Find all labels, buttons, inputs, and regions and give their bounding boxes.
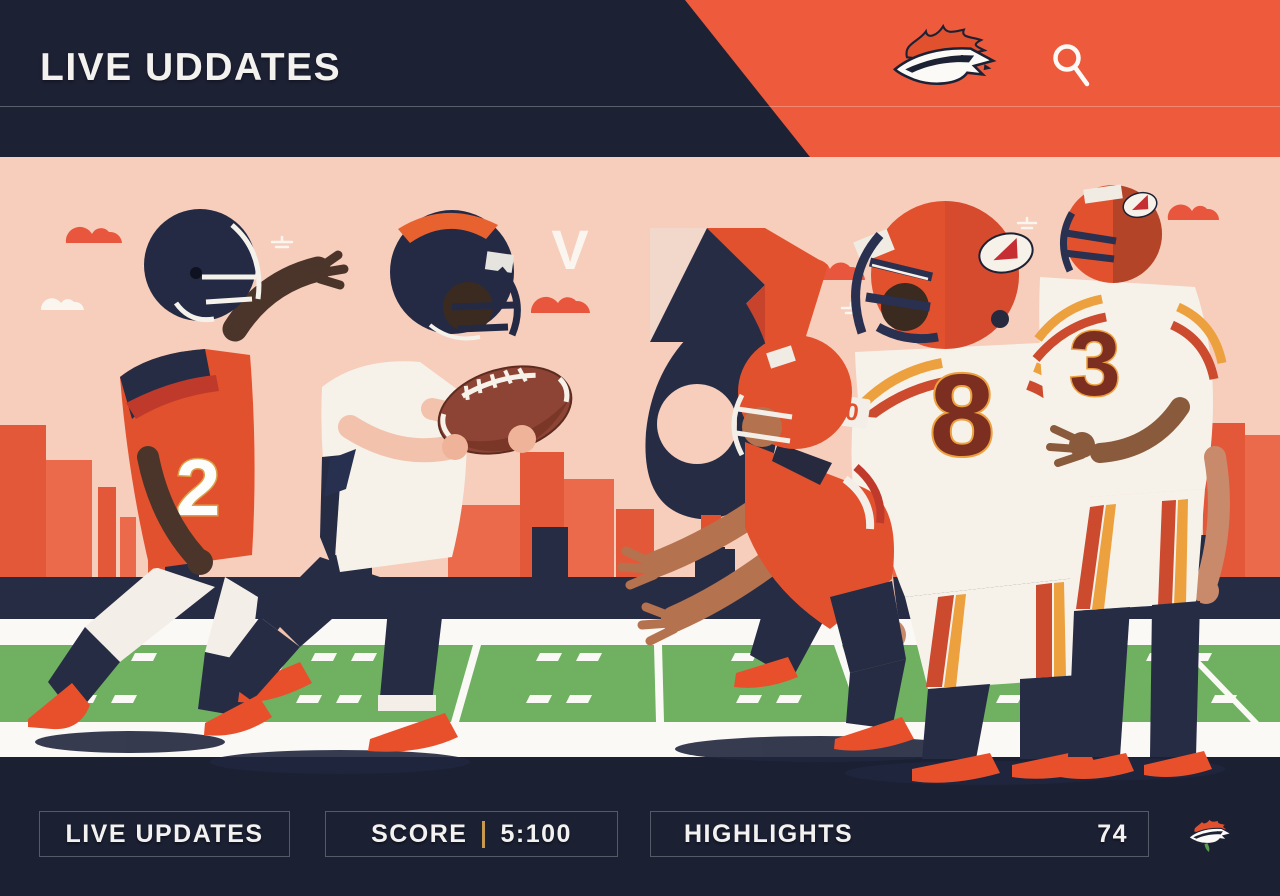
score-value: 5:100 [500, 819, 572, 848]
jersey-number-3: 3 [1069, 313, 1120, 415]
header-divider [0, 106, 1280, 107]
score-label: SCORE [371, 819, 468, 848]
score-divider [482, 820, 486, 848]
broncos-logo-icon[interactable] [888, 18, 1000, 106]
highlights-count: 74 [1097, 819, 1128, 848]
live-updates-label: LIVE UPDATES [65, 819, 264, 848]
live-updates-button[interactable]: LIVE UPDATES [39, 811, 290, 857]
sky-letter-v: V [551, 218, 588, 281]
player-chiefs-receiver: 3 [1032, 184, 1230, 779]
footer-bar: LIVE UPDATES SCORE 5:100 HIGHLIGHTS 74 [0, 795, 1280, 896]
jersey-number-8: 8 [930, 350, 995, 480]
drone-icons [270, 216, 1038, 315]
broncos-logo-small-icon [1188, 818, 1232, 853]
player-quarterback [204, 210, 573, 752]
white-cloud-icon [40, 298, 84, 310]
chiefs-logo-icon [978, 232, 1034, 274]
score-box: SCORE 5:100 [325, 811, 618, 857]
player-chiefs-guard: 8 [851, 201, 1098, 783]
jersey-number-2: 2 [176, 443, 221, 532]
game-illustration: V [0, 157, 1280, 795]
highlights-label: HIGHLIGHTS [684, 819, 854, 848]
highlights-button[interactable]: HIGHLIGHTS 74 [650, 811, 1149, 857]
player-chiefs-tackler: 0 [617, 335, 914, 751]
header: LIVE UDDATES [0, 0, 1280, 157]
search-icon[interactable] [1050, 42, 1092, 90]
page-title: LIVE UDDATES [40, 46, 342, 89]
chiefs-logo-small-icon [1122, 191, 1158, 219]
